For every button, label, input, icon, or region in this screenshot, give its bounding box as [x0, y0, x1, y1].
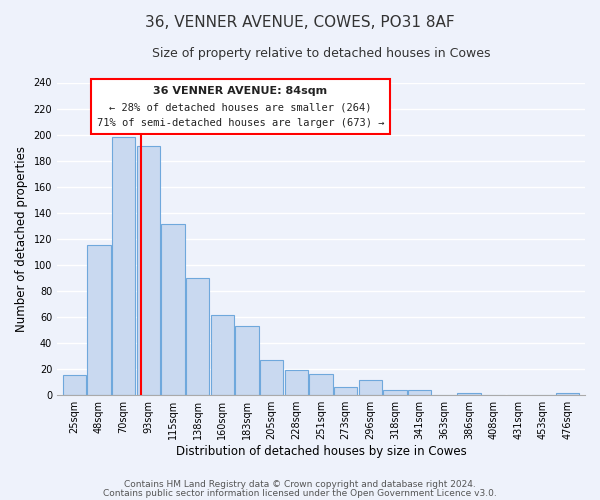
- Bar: [137, 146, 160, 394]
- Bar: [408, 390, 431, 394]
- Y-axis label: Number of detached properties: Number of detached properties: [15, 146, 28, 332]
- Text: 36 VENNER AVENUE: 84sqm: 36 VENNER AVENUE: 84sqm: [154, 86, 328, 96]
- Bar: [112, 137, 136, 394]
- Bar: [359, 380, 382, 394]
- X-axis label: Distribution of detached houses by size in Cowes: Distribution of detached houses by size …: [176, 444, 466, 458]
- Title: Size of property relative to detached houses in Cowes: Size of property relative to detached ho…: [152, 48, 490, 60]
- Text: 71% of semi-detached houses are larger (673) →: 71% of semi-detached houses are larger (…: [97, 118, 384, 128]
- Bar: [260, 360, 283, 394]
- Bar: [284, 370, 308, 394]
- Text: Contains public sector information licensed under the Open Government Licence v3: Contains public sector information licen…: [103, 488, 497, 498]
- Text: ← 28% of detached houses are smaller (264): ← 28% of detached houses are smaller (26…: [109, 103, 372, 113]
- Bar: [186, 278, 209, 394]
- Text: Contains HM Land Registry data © Crown copyright and database right 2024.: Contains HM Land Registry data © Crown c…: [124, 480, 476, 489]
- Bar: [310, 374, 333, 394]
- Bar: [235, 326, 259, 394]
- FancyBboxPatch shape: [91, 80, 389, 134]
- Bar: [211, 316, 234, 394]
- Bar: [383, 390, 407, 394]
- Bar: [62, 375, 86, 394]
- Bar: [334, 387, 358, 394]
- Bar: [87, 245, 111, 394]
- Text: 36, VENNER AVENUE, COWES, PO31 8AF: 36, VENNER AVENUE, COWES, PO31 8AF: [145, 15, 455, 30]
- Bar: [161, 224, 185, 394]
